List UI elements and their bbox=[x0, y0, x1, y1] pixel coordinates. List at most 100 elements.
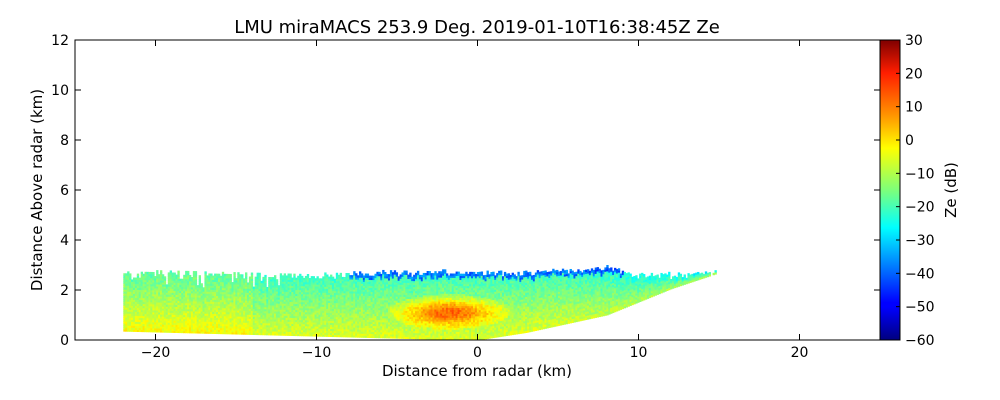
radar-echo-cell bbox=[403, 320, 406, 323]
radar-echo-cell bbox=[326, 290, 329, 293]
radar-echo-cell bbox=[301, 277, 304, 281]
radar-echo-cell bbox=[440, 295, 443, 298]
radar-echo-cell bbox=[245, 304, 248, 307]
radar-echo-cell bbox=[372, 311, 375, 315]
radar-echo-cell bbox=[160, 298, 163, 301]
radar-echo-cell bbox=[158, 316, 161, 319]
radar-echo-cell bbox=[318, 278, 321, 281]
radar-echo-cell bbox=[426, 329, 429, 332]
radar-echo-cell bbox=[200, 301, 203, 304]
radar-echo-cell bbox=[411, 280, 414, 284]
radar-echo-cell bbox=[326, 332, 329, 335]
radar-echo-cell bbox=[407, 308, 410, 311]
radar-echo-cell bbox=[219, 315, 223, 319]
radar-echo-cell bbox=[335, 316, 339, 320]
radar-echo-cell bbox=[274, 313, 277, 316]
radar-echo-cell bbox=[291, 301, 294, 304]
radar-echo-cell bbox=[163, 326, 167, 329]
radar-echo-cell bbox=[318, 290, 321, 293]
radar-echo-cell bbox=[258, 272, 261, 276]
radar-echo-cell bbox=[387, 328, 391, 331]
radar-echo-cell bbox=[150, 295, 153, 299]
radar-echo-cell bbox=[258, 332, 261, 336]
radar-echo-cell bbox=[343, 306, 346, 310]
radar-echo-cell bbox=[146, 323, 149, 327]
radar-echo-cell bbox=[299, 281, 302, 285]
radar-echo-cell bbox=[382, 315, 385, 319]
radar-echo-cell bbox=[391, 332, 395, 335]
radar-echo-cell bbox=[181, 308, 184, 312]
radar-echo-cell bbox=[134, 315, 138, 318]
radar-echo-cell bbox=[331, 302, 335, 306]
radar-echo-cell bbox=[262, 324, 265, 328]
radar-echo-cell bbox=[330, 294, 333, 297]
radar-echo-cell bbox=[169, 296, 172, 299]
radar-echo-cell bbox=[243, 284, 246, 287]
radar-echo-cell bbox=[212, 289, 215, 292]
radar-echo-cell bbox=[395, 286, 399, 289]
radar-echo-cell bbox=[177, 280, 180, 284]
radar-echo-cell bbox=[378, 287, 381, 291]
radar-echo-cell bbox=[387, 288, 391, 291]
radar-echo-cell bbox=[306, 316, 310, 319]
radar-echo-cell bbox=[173, 280, 176, 283]
radar-echo-cell bbox=[426, 289, 429, 292]
radar-echo-cell bbox=[341, 284, 344, 288]
radar-echo-cell bbox=[231, 328, 234, 331]
radar-echo-cell bbox=[424, 332, 428, 336]
radar-echo-cell bbox=[405, 294, 408, 297]
radar-echo-cell bbox=[262, 280, 265, 284]
radar-echo-cell bbox=[219, 291, 223, 295]
radar-echo-cell bbox=[413, 296, 416, 300]
radar-echo-cell bbox=[428, 289, 431, 292]
radar-echo-cell bbox=[258, 276, 261, 280]
radar-echo-cell bbox=[409, 292, 412, 296]
radar-echo-cell bbox=[422, 310, 426, 314]
radar-echo-cell bbox=[154, 304, 157, 307]
radar-echo-cell bbox=[146, 293, 149, 297]
radar-echo-cell bbox=[179, 282, 182, 286]
radar-echo-cell bbox=[204, 293, 207, 296]
radar-echo-cell bbox=[169, 290, 172, 293]
radar-echo-cell bbox=[287, 283, 290, 286]
radar-echo-cell bbox=[225, 329, 229, 333]
radar-echo-cell bbox=[333, 280, 337, 284]
radar-echo-cell bbox=[328, 296, 331, 299]
radar-echo-cell bbox=[376, 317, 379, 321]
radar-echo-cell bbox=[424, 308, 428, 312]
radar-echo-cell bbox=[416, 306, 420, 310]
radar-echo-cell bbox=[214, 285, 217, 288]
radar-echo-cell bbox=[335, 296, 339, 300]
radar-echo-cell bbox=[256, 272, 259, 276]
radar-echo-cell bbox=[248, 298, 252, 301]
radar-echo-cell bbox=[272, 313, 275, 316]
radar-echo-cell bbox=[142, 315, 145, 319]
radar-echo-cell bbox=[362, 295, 366, 298]
radar-echo-cell bbox=[158, 282, 161, 285]
radar-echo-cell bbox=[393, 308, 397, 311]
radar-echo-cell bbox=[422, 292, 426, 296]
radar-echo-cell bbox=[389, 312, 393, 315]
radar-echo-cell bbox=[123, 299, 126, 302]
radar-echo-cell bbox=[131, 289, 134, 292]
radar-echo-cell bbox=[330, 310, 333, 313]
radar-echo-cell bbox=[270, 285, 273, 288]
radar-echo-cell bbox=[148, 315, 151, 319]
radar-echo-cell bbox=[204, 311, 207, 314]
radar-echo-cell bbox=[154, 292, 157, 295]
radar-echo-cell bbox=[415, 308, 418, 312]
radar-echo-cell bbox=[270, 317, 273, 320]
radar-echo-cell bbox=[163, 322, 167, 325]
radar-echo-cell bbox=[416, 276, 420, 280]
radar-echo-cell bbox=[274, 281, 277, 284]
radar-echo-cell bbox=[216, 303, 219, 307]
radar-echo-cell bbox=[331, 298, 335, 302]
radar-echo-cell bbox=[219, 323, 223, 327]
radar-echo-cell bbox=[387, 312, 391, 315]
radar-echo-cell bbox=[405, 302, 408, 305]
radar-echo-cell bbox=[384, 324, 387, 327]
radar-echo-cell bbox=[401, 286, 404, 289]
radar-echo-cell bbox=[407, 312, 410, 315]
radar-echo-cell bbox=[405, 304, 408, 307]
radar-echo-cell bbox=[418, 320, 422, 324]
